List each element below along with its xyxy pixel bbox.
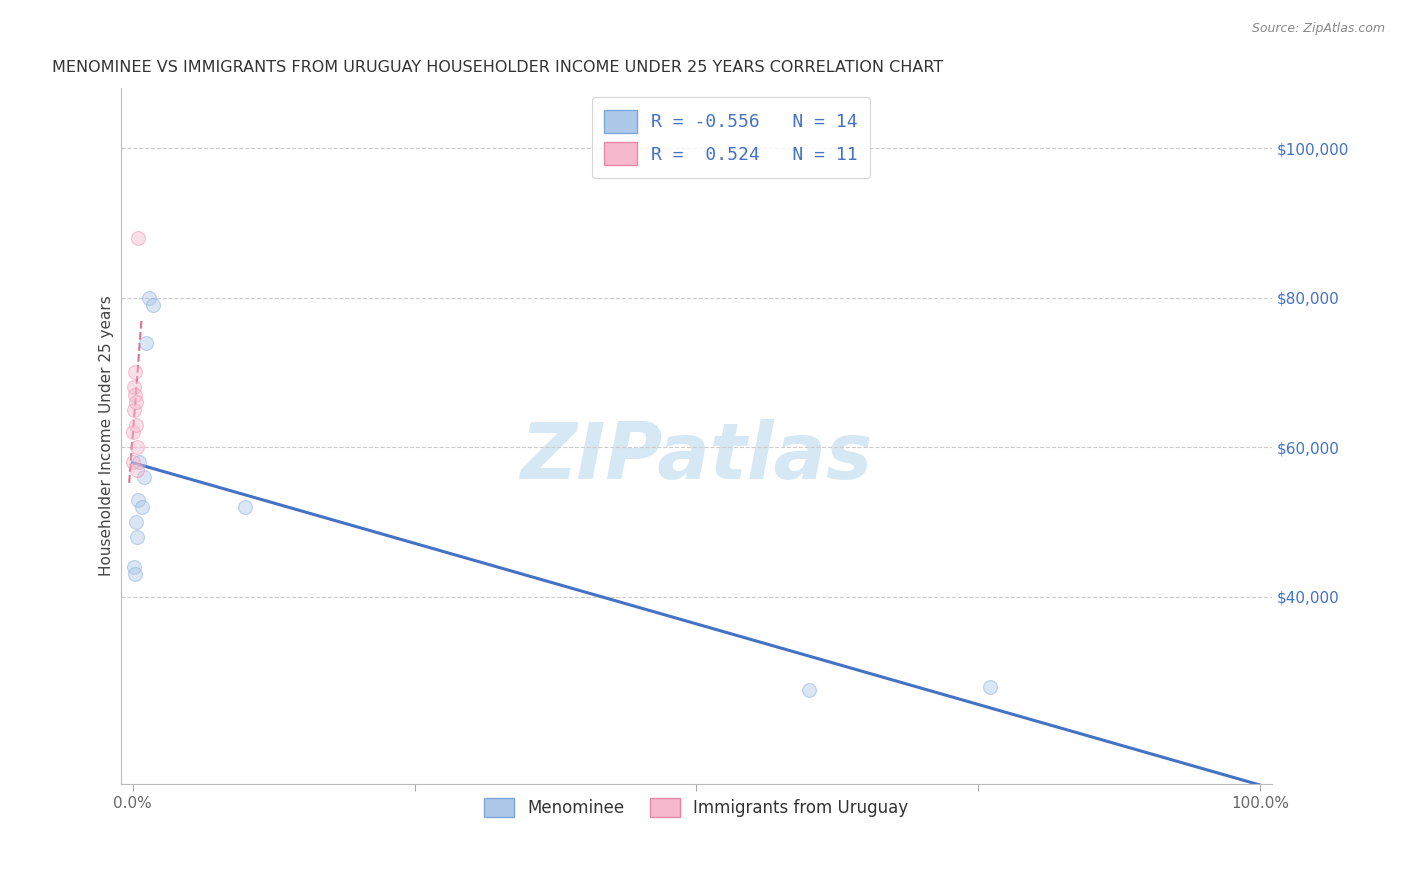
Legend: Menominee, Immigrants from Uruguay: Menominee, Immigrants from Uruguay [478, 791, 915, 824]
Point [121, 425, 143, 440]
Y-axis label: Householder Income Under 25 years: Householder Income Under 25 years [100, 295, 114, 576]
Point [125, 417, 148, 432]
Point [142, 298, 165, 312]
Point [127, 530, 149, 544]
Point [125, 395, 148, 409]
Point [124, 366, 146, 380]
Text: ZIPatlas: ZIPatlas [520, 419, 873, 495]
Point [122, 560, 145, 574]
Point [127, 463, 149, 477]
Point [124, 388, 146, 402]
Point [128, 455, 150, 469]
Point [122, 380, 145, 394]
Text: MENOMINEE VS IMMIGRANTS FROM URUGUAY HOUSEHOLDER INCOME UNDER 25 YEARS CORRELATI: MENOMINEE VS IMMIGRANTS FROM URUGUAY HOU… [52, 60, 943, 75]
Point [121, 455, 143, 469]
Point [127, 440, 149, 454]
Point [138, 291, 160, 305]
Point [799, 683, 821, 698]
Point [125, 515, 148, 529]
Point [135, 335, 157, 350]
Point [124, 567, 146, 582]
Text: Source: ZipAtlas.com: Source: ZipAtlas.com [1251, 22, 1385, 36]
Point [979, 680, 1001, 694]
Point [132, 470, 155, 484]
Point [235, 500, 257, 514]
Point [122, 402, 145, 417]
Point [131, 500, 153, 514]
Point [127, 492, 149, 507]
Point [127, 231, 149, 245]
